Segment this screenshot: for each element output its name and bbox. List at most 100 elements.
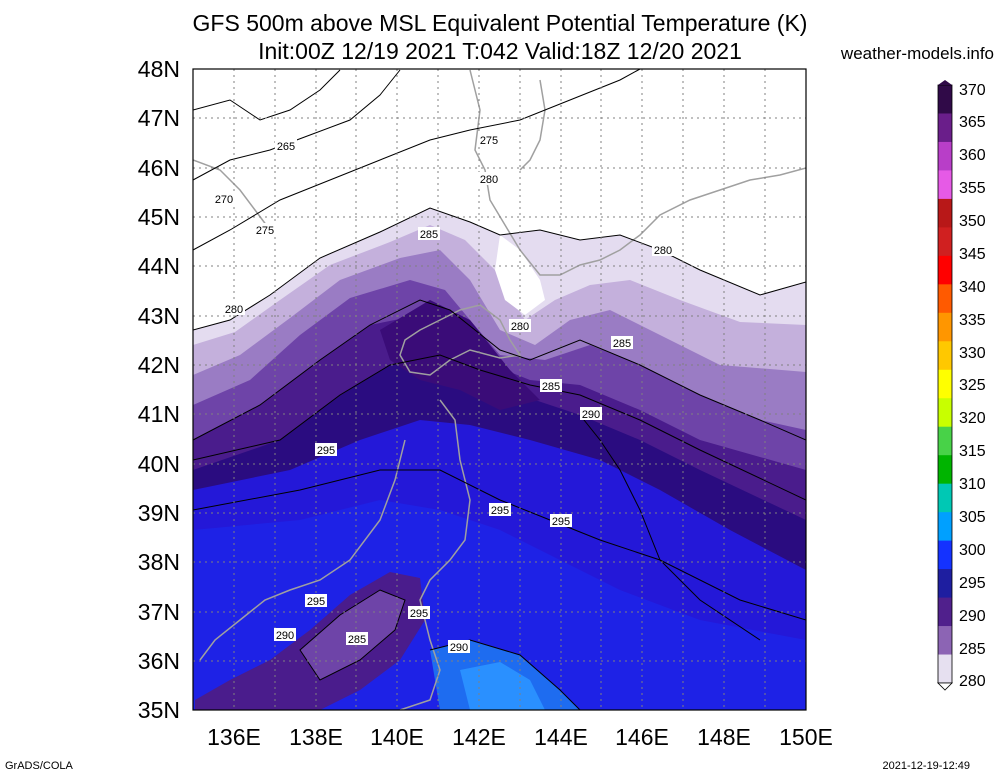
colorbar-swatch bbox=[938, 113, 952, 143]
colorbar-label: 350 bbox=[959, 213, 986, 230]
lat-tick-label: 46N bbox=[138, 155, 180, 181]
colorbar-swatch bbox=[938, 597, 952, 627]
contour-label: 285 bbox=[611, 336, 633, 350]
colorbar-top-arrow bbox=[938, 80, 952, 85]
lat-tick-label: 38N bbox=[138, 549, 180, 575]
colorbar-label: 300 bbox=[959, 542, 986, 559]
svg-text:280: 280 bbox=[511, 321, 529, 333]
lon-tick-label: 150E bbox=[779, 724, 833, 750]
contour-label: 280 bbox=[652, 243, 674, 257]
colorbar-swatch bbox=[938, 255, 952, 285]
contour-label: 280 bbox=[223, 302, 245, 316]
svg-text:290: 290 bbox=[276, 630, 294, 642]
contour-label: 295 bbox=[408, 606, 430, 620]
svg-text:280: 280 bbox=[654, 245, 672, 257]
svg-text:270: 270 bbox=[215, 194, 233, 206]
contour-label: 295 bbox=[305, 594, 327, 608]
colorbar-label: 320 bbox=[959, 410, 986, 427]
lat-tick-label: 37N bbox=[138, 599, 180, 625]
lat-tick-label: 48N bbox=[138, 56, 180, 82]
contour-label: 275 bbox=[254, 223, 276, 237]
svg-text:265: 265 bbox=[277, 141, 295, 153]
colorbar-swatch bbox=[938, 569, 952, 599]
svg-text:285: 285 bbox=[348, 634, 366, 646]
svg-text:295: 295 bbox=[307, 596, 325, 608]
colorbar-swatch bbox=[938, 398, 952, 428]
colorbar: 370 365 360 355 350 345 340 335 330 325 … bbox=[937, 80, 986, 691]
colorbar-swatch bbox=[938, 141, 952, 171]
lon-tick-label: 146E bbox=[615, 724, 669, 750]
colorbar-swatch bbox=[938, 654, 952, 684]
svg-text:295: 295 bbox=[317, 445, 335, 457]
colorbar-label: 335 bbox=[959, 312, 986, 329]
lat-tick-label: 39N bbox=[138, 500, 180, 526]
contour-label: 295 bbox=[315, 443, 337, 457]
contour-label: 270 bbox=[213, 192, 235, 206]
lon-tick-label: 136E bbox=[207, 724, 261, 750]
colorbar-label: 345 bbox=[959, 246, 986, 263]
colorbar-swatch bbox=[938, 455, 952, 485]
lat-tick-label: 40N bbox=[138, 451, 180, 477]
colorbar-swatch bbox=[938, 284, 952, 314]
colorbar-swatch bbox=[938, 512, 952, 542]
contour-label: 295 bbox=[489, 503, 511, 517]
colorbar-label: 340 bbox=[959, 279, 986, 296]
svg-text:285: 285 bbox=[420, 229, 438, 241]
colorbar-label: 285 bbox=[959, 641, 986, 658]
colorbar-swatch bbox=[938, 540, 952, 570]
colorbar-label: 360 bbox=[959, 147, 986, 164]
colorbar-label: 290 bbox=[959, 608, 986, 625]
lon-axis: 136E 138E 140E 142E 144E 146E 148E 150E bbox=[207, 724, 833, 750]
colorbar-bottom-arrow bbox=[937, 682, 953, 691]
colorbar-swatch bbox=[938, 426, 952, 456]
colorbar-label: 310 bbox=[959, 476, 986, 493]
svg-text:295: 295 bbox=[491, 505, 509, 517]
map-field bbox=[193, 69, 806, 710]
svg-text:280: 280 bbox=[480, 174, 498, 186]
svg-text:285: 285 bbox=[542, 381, 560, 393]
colorbar-swatch bbox=[938, 483, 952, 513]
colorbar-label: 355 bbox=[959, 180, 986, 197]
colorbar-label: 305 bbox=[959, 509, 986, 526]
lat-tick-label: 35N bbox=[138, 697, 180, 723]
svg-text:290: 290 bbox=[450, 642, 468, 654]
contour-label: 285 bbox=[346, 632, 368, 646]
graticule bbox=[193, 69, 806, 710]
credit-label: GrADS/COLA bbox=[5, 760, 73, 772]
contour-label: 290 bbox=[448, 640, 470, 654]
contour-label: 265 bbox=[275, 139, 297, 153]
lat-tick-label: 42N bbox=[138, 352, 180, 378]
colorbar-swatch bbox=[938, 626, 952, 656]
contour-label: 280 bbox=[509, 319, 531, 333]
map-title-line1: GFS 500m above MSL Equivalent Potential … bbox=[192, 10, 808, 36]
contour-label: 285 bbox=[540, 379, 562, 393]
colorbar-swatch bbox=[938, 85, 952, 114]
contour-label: 275 bbox=[478, 133, 500, 147]
map-title-line2: Init:00Z 12/19 2021 T:042 Valid:18Z 12/2… bbox=[258, 38, 742, 64]
lon-tick-label: 140E bbox=[370, 724, 424, 750]
colorbar-label: 365 bbox=[959, 114, 986, 131]
colorbar-swatch bbox=[938, 369, 952, 399]
contour-label: 290 bbox=[580, 407, 602, 421]
lat-tick-label: 45N bbox=[138, 204, 180, 230]
svg-text:275: 275 bbox=[256, 225, 274, 237]
colorbar-swatch bbox=[938, 170, 952, 200]
lon-tick-label: 138E bbox=[289, 724, 343, 750]
lat-tick-label: 41N bbox=[138, 401, 180, 427]
timestamp-label: 2021-12-19-12:49 bbox=[882, 760, 970, 772]
svg-text:275: 275 bbox=[480, 135, 498, 147]
colorbar-swatch bbox=[938, 341, 952, 371]
lat-tick-label: 43N bbox=[138, 303, 180, 329]
lat-tick-label: 44N bbox=[138, 253, 180, 279]
colorbar-label: 330 bbox=[959, 345, 986, 362]
lat-axis: 35N 36N 37N 38N 39N 40N 41N 42N 43N 44N … bbox=[138, 56, 180, 723]
lon-tick-label: 148E bbox=[697, 724, 751, 750]
colorbar-label: 315 bbox=[959, 443, 986, 460]
colorbar-label: 325 bbox=[959, 377, 986, 394]
colorbar-label: 280 bbox=[959, 673, 986, 690]
colorbar-swatch bbox=[938, 312, 952, 342]
svg-text:280: 280 bbox=[225, 304, 243, 316]
contour-label: 290 bbox=[274, 628, 296, 642]
site-label: weather-models.info bbox=[840, 44, 994, 63]
